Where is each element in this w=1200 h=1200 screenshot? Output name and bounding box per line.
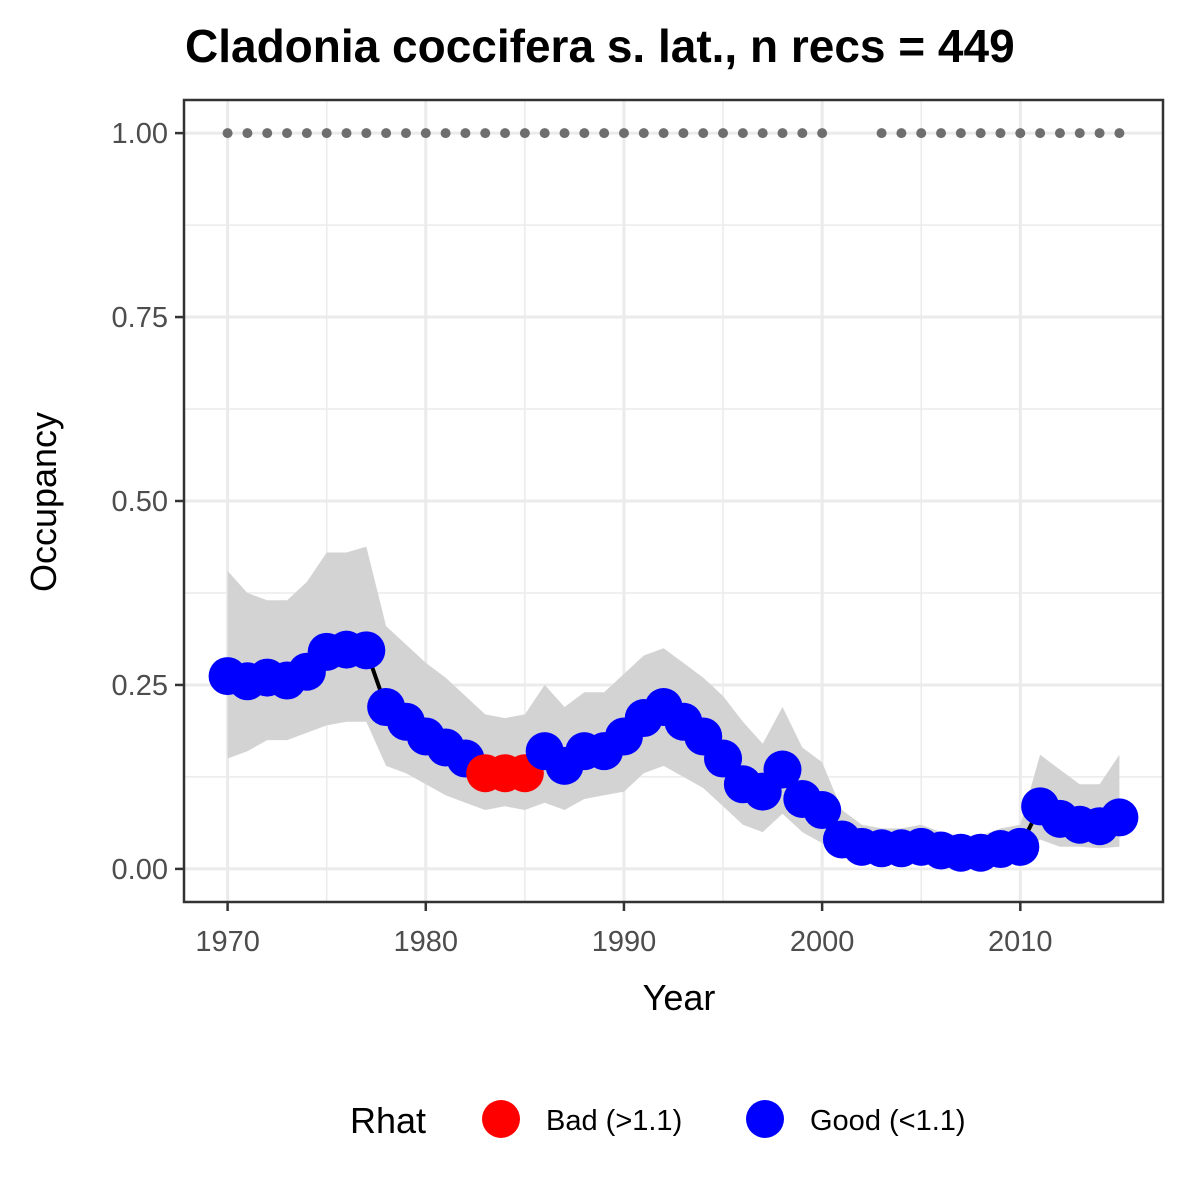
y-tick-label: 0.25 [112, 670, 168, 702]
record-dot [738, 128, 748, 138]
record-dot [698, 128, 708, 138]
record-dot [896, 128, 906, 138]
record-dot [560, 128, 570, 138]
data-point-good [1001, 828, 1039, 866]
record-dot [242, 128, 252, 138]
record-dot [480, 128, 490, 138]
record-dot [916, 128, 926, 138]
record-dot [262, 128, 272, 138]
record-dot [381, 128, 391, 138]
record-dot [877, 128, 887, 138]
record-dot [817, 128, 827, 138]
x-tick-label: 1980 [394, 926, 459, 958]
record-dot [361, 128, 371, 138]
record-dot [520, 128, 530, 138]
x-axis: 1970 1980 1990 2000 2010 [195, 902, 1052, 958]
x-tick-label: 1990 [592, 926, 657, 958]
data-point-good [347, 631, 385, 669]
record-dot [797, 128, 807, 138]
legend: Rhat Bad (>1.1) Good (<1.1) [350, 1100, 966, 1141]
x-tick-label: 2000 [790, 926, 855, 958]
record-dot [956, 128, 966, 138]
record-dot [639, 128, 649, 138]
x-tick-label: 2010 [988, 926, 1053, 958]
record-dot [401, 128, 411, 138]
data-point-good [1100, 798, 1138, 836]
record-dot [421, 128, 431, 138]
record-dot [441, 128, 451, 138]
record-dot [599, 128, 609, 138]
record-dot [678, 128, 688, 138]
y-tick-label: 0.00 [112, 854, 168, 886]
legend-label-good: Good (<1.1) [810, 1105, 966, 1137]
record-dot [1114, 128, 1124, 138]
legend-key-bad [482, 1100, 520, 1138]
legend-title: Rhat [350, 1100, 426, 1141]
record-dot [1095, 128, 1105, 138]
record-dot [1055, 128, 1065, 138]
record-dot [540, 128, 550, 138]
x-axis-title: Year [643, 977, 716, 1018]
record-dot [777, 128, 787, 138]
record-dot [282, 128, 292, 138]
y-tick-label: 1.00 [112, 118, 168, 150]
x-tick-label: 1970 [195, 926, 260, 958]
y-tick-label: 0.50 [112, 486, 168, 518]
record-dot [460, 128, 470, 138]
legend-label-bad: Bad (>1.1) [546, 1105, 682, 1137]
record-dot [1035, 128, 1045, 138]
record-dot [758, 128, 768, 138]
record-dot [718, 128, 728, 138]
record-dot [322, 128, 332, 138]
record-dot [223, 128, 233, 138]
y-tick-label: 0.75 [112, 302, 168, 334]
record-dot [302, 128, 312, 138]
y-axis: 0.00 0.25 0.50 0.75 1.00 [112, 118, 184, 886]
record-dot [1075, 128, 1085, 138]
record-dot [1015, 128, 1025, 138]
y-axis-title: Occupancy [23, 412, 64, 592]
legend-key-good [746, 1100, 784, 1138]
record-dot [619, 128, 629, 138]
chart-title: Cladonia coccifera s. lat., n recs = 449 [185, 20, 1015, 72]
record-dot [500, 128, 510, 138]
record-dot [579, 128, 589, 138]
record-dot [995, 128, 1005, 138]
record-dot [659, 128, 669, 138]
record-dot [936, 128, 946, 138]
record-dot [342, 128, 352, 138]
record-dot [976, 128, 986, 138]
